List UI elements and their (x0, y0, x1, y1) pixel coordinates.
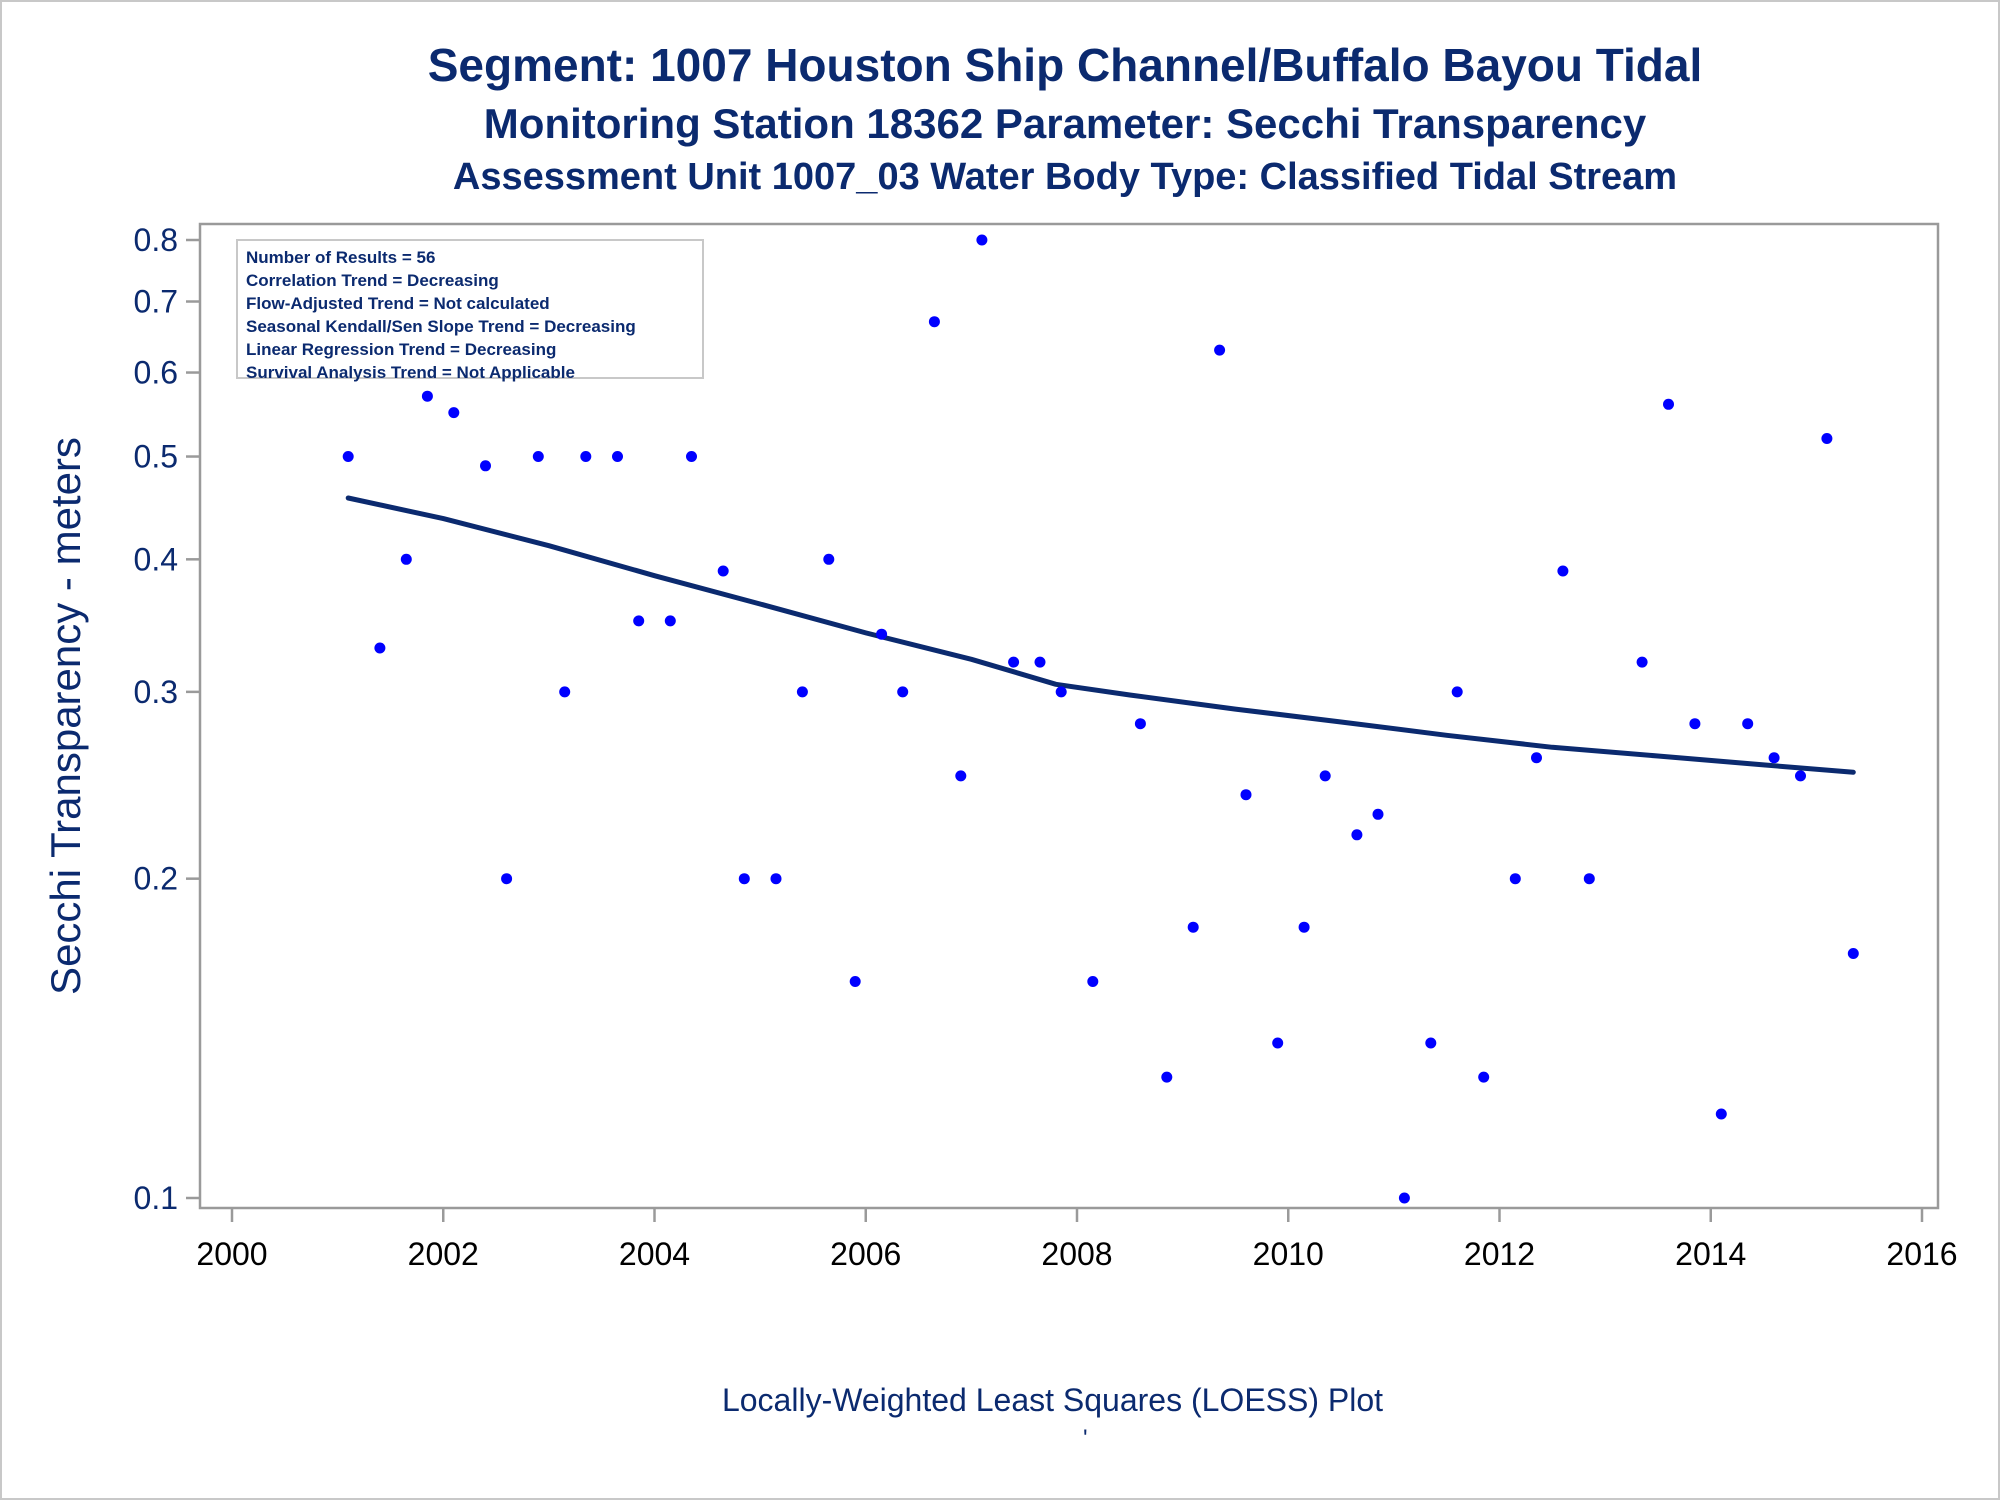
data-point (1795, 770, 1806, 782)
stats-number-of-results: Number of Results = 56 (246, 248, 436, 267)
y-tick-label: 0.3 (134, 674, 178, 710)
data-point (1663, 398, 1674, 410)
data-point (1821, 433, 1833, 444)
data-point (976, 234, 988, 246)
data-point (849, 976, 861, 987)
y-tick-label: 0.6 (134, 355, 178, 391)
data-point (1214, 344, 1226, 356)
y-tick-label: 0.2 (134, 861, 178, 897)
stats-survival-analysis-trend: Survival Analysis Trend = Not Applicable (246, 363, 575, 382)
data-point (501, 873, 513, 885)
data-point (1187, 921, 1199, 933)
data-point (1451, 686, 1463, 698)
data-point (955, 770, 967, 782)
data-point (1689, 718, 1701, 730)
data-point (928, 316, 940, 328)
y-tick-label: 0.1 (134, 1180, 178, 1216)
data-point (1478, 1071, 1490, 1083)
data-point (1509, 873, 1521, 885)
data-point (1531, 752, 1542, 764)
data-point (1298, 921, 1310, 933)
data-point (1008, 656, 1020, 668)
stats-flow-adjusted-trend: Flow-Adjusted Trend = Not calculated (246, 294, 550, 313)
data-point (1372, 808, 1384, 820)
plot-area-frame (198, 222, 1940, 1210)
data-point (342, 451, 354, 462)
data-point (1636, 656, 1648, 668)
stats-linear-regression-trend: Linear Regression Trend = Decreasing (246, 340, 557, 359)
data-point (374, 642, 386, 654)
x-tick-label: 2014 (1675, 1236, 1746, 1272)
data-point (796, 686, 808, 698)
chart-title-station: Monitoring Station 18362 Parameter: Secc… (483, 100, 1647, 147)
data-point (1557, 565, 1569, 577)
data-point (1425, 1037, 1437, 1049)
y-tick-label: 0.4 (134, 541, 178, 577)
x-tick-label: 2012 (1464, 1236, 1535, 1272)
data-point (823, 553, 835, 565)
data-point (1398, 1192, 1410, 1204)
chart-title-segment: Segment: 1007 Houston Ship Channel/Buffa… (427, 39, 1703, 91)
y-tick-label: 0.7 (134, 284, 178, 320)
data-point (1351, 829, 1363, 841)
data-point (664, 615, 676, 627)
data-point (633, 615, 645, 627)
data-point (1768, 752, 1780, 764)
data-point (400, 553, 412, 565)
data-point (1087, 976, 1099, 987)
y-axis-label: Secchi Transparency - meters (42, 437, 89, 995)
x-tick-label: 2000 (196, 1236, 267, 1272)
x-tick-label: 2002 (408, 1236, 479, 1272)
data-point (1055, 686, 1067, 698)
data-point (559, 686, 571, 698)
y-tick-label: 0.5 (134, 439, 178, 475)
data-point (1272, 1037, 1284, 1049)
chart-title-assessment: Assessment Unit 1007_03 Water Body Type:… (452, 156, 1678, 198)
x-tick-label: 2006 (830, 1236, 901, 1272)
data-point (532, 451, 544, 462)
data-point (1319, 770, 1331, 782)
data-point (612, 451, 623, 462)
data-point (1583, 873, 1595, 885)
data-point (1240, 789, 1252, 801)
x-tick-label: 2010 (1253, 1236, 1324, 1272)
data-point (580, 451, 592, 462)
data-point (1134, 718, 1146, 730)
trend-stats-box: Number of Results = 56 Correlation Trend… (236, 239, 704, 382)
data-point (897, 686, 909, 698)
data-point (1742, 718, 1754, 730)
footer-plot-label: Locally-Weighted Least Squares (LOESS) P… (721, 1382, 1384, 1418)
data-point (1715, 1108, 1727, 1120)
footer-mark: ' (1083, 1425, 1088, 1452)
data-point (1161, 1071, 1173, 1083)
stats-seasonal-kendall-trend: Seasonal Kendall/Sen Slope Trend = Decre… (246, 317, 636, 336)
data-point (770, 873, 782, 885)
stats-correlation-trend: Correlation Trend = Decreasing (246, 271, 499, 290)
data-point (448, 407, 460, 419)
data-point (738, 873, 750, 885)
data-point (1034, 656, 1046, 668)
y-tick-label: 0.8 (134, 222, 178, 258)
data-point (876, 628, 888, 640)
x-tick-label: 2004 (619, 1236, 690, 1272)
x-tick-label: 2008 (1041, 1236, 1112, 1272)
data-point (717, 565, 729, 577)
data-point (1847, 948, 1859, 959)
data-point (480, 460, 491, 472)
data-point (686, 451, 697, 462)
loess-line (345, 495, 1856, 775)
data-point (421, 390, 433, 402)
x-tick-label: 2016 (1886, 1236, 1957, 1272)
